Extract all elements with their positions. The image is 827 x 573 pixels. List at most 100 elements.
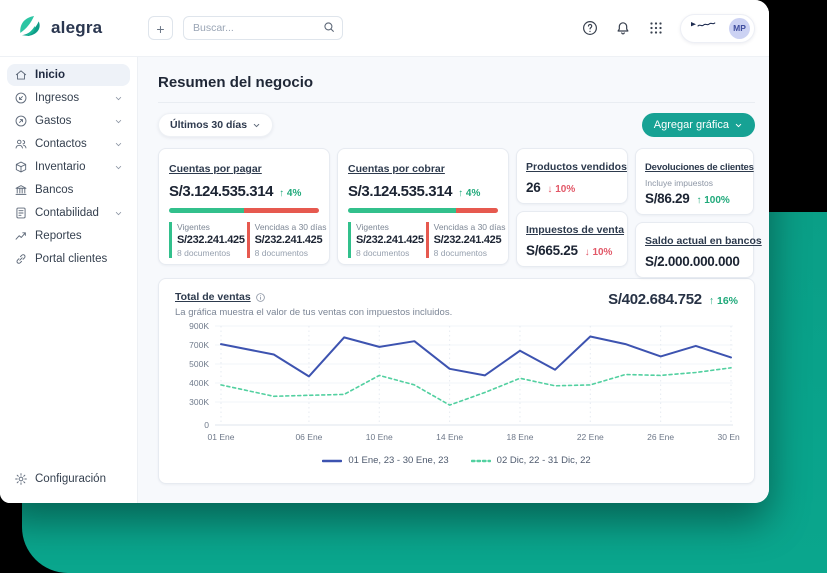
app-window: alegra +: [0, 0, 769, 503]
user-avatar[interactable]: MP: [729, 17, 750, 39]
chart-subtitle: La gráfica muestra el valor de tus venta…: [175, 307, 453, 318]
sales-tax-delta: ↓ 10%: [584, 247, 613, 258]
divider: [158, 102, 755, 103]
bank-icon: [15, 185, 27, 195]
legend-swatch-icon: [470, 459, 491, 462]
sidebar-item-bancos[interactable]: Bancos: [7, 179, 130, 201]
topbar-actions: MP: [581, 13, 769, 43]
svg-text:01 Ene: 01 Ene: [208, 432, 235, 442]
date-range-filter[interactable]: Últimos 30 días: [158, 113, 274, 137]
sidebar-footer: Configuración: [0, 467, 137, 491]
sidebar-item-label: Configuración: [35, 473, 106, 485]
sidebar-item-ingresos[interactable]: Ingresos: [7, 87, 130, 109]
page-title: Resumen del negocio: [158, 74, 314, 91]
reports-icon: [15, 232, 26, 240]
chevron-down-icon: [253, 123, 260, 127]
account-menu[interactable]: MP: [680, 13, 755, 43]
chevron-down-icon: [735, 123, 742, 127]
sidebar-item-portal-clientes[interactable]: Portal clientes: [7, 248, 130, 270]
legend-swatch-icon: [322, 459, 343, 462]
chevron-down-icon: [115, 142, 122, 146]
legend-item[interactable]: 01 Ene, 23 - 30 Ene, 23: [322, 455, 449, 466]
sidebar-item-label: Contactos: [35, 138, 87, 150]
sidebar-item-label: Portal clientes: [35, 253, 108, 265]
sales-tax-link[interactable]: Impuestos de venta: [526, 224, 625, 236]
search-input[interactable]: [183, 16, 343, 40]
chevron-down-icon: [115, 96, 122, 100]
svg-text:06 Ene: 06 Ene: [295, 432, 322, 442]
svg-text:500K: 500K: [189, 359, 209, 369]
products-sold-delta: ↓ 10%: [547, 184, 576, 195]
chevron-down-icon: [115, 211, 122, 215]
inventory-icon: [15, 161, 27, 173]
total-sales-link[interactable]: Total de ventas: [175, 291, 251, 303]
sidebar-item-gastos[interactable]: Gastos: [7, 110, 130, 132]
svg-text:10 Ene: 10 Ene: [366, 432, 393, 442]
chart-legend: 01 Ene, 23 - 30 Ene, 23 02 Dic, 22 - 31 D…: [175, 455, 738, 466]
apps-grid-icon[interactable]: [647, 19, 665, 37]
products-sold-value: 26: [526, 180, 541, 195]
legend-item[interactable]: 02 Dic, 22 - 31 Dic, 22: [470, 455, 591, 466]
col-sub: 8 documentos: [254, 248, 309, 258]
sales-tax-card: Impuestos de venta S/665.25 ↓ 10%: [516, 211, 628, 267]
sidebar-item-contactos[interactable]: Contactos: [7, 133, 130, 155]
sidebar-item-inicio[interactable]: Inicio: [7, 64, 130, 86]
svg-text:300K: 300K: [189, 397, 209, 407]
gear-icon: [15, 473, 27, 485]
sidebar-item-contabilidad[interactable]: Contabilidad: [7, 202, 130, 224]
small-cards-column-1: Productos vendidos 26 ↓ 10% Impuestos de…: [516, 148, 628, 267]
search-box[interactable]: [183, 16, 343, 40]
partner-logo: [689, 19, 723, 37]
bank-balance-link[interactable]: Saldo actual en bancos: [645, 235, 762, 247]
sidebar-item-label: Gastos: [35, 115, 72, 127]
payable-delta: ↑ 4%: [279, 188, 302, 199]
sidebar-item-label: Inicio: [35, 69, 66, 81]
total-sales-amount: S/402.684.752: [608, 291, 702, 308]
small-cards-column-2: Devoluciones de clientes Incluye impuest…: [635, 148, 762, 278]
accounts-receivable-card: Cuentas por cobrar S/3.124.535.314 ↑ 4% …: [337, 148, 509, 265]
sales-tax-value: S/665.25: [526, 243, 578, 258]
notifications-bell-icon[interactable]: [614, 19, 632, 37]
sidebar-item-label: Reportes: [35, 230, 82, 242]
progress-current-segment: [169, 208, 244, 213]
alegra-logo[interactable]: alegra: [0, 14, 148, 43]
col-value: S/232.241.425: [433, 234, 502, 246]
col-label: Vigentes: [356, 222, 389, 232]
svg-text:0: 0: [204, 420, 209, 430]
products-sold-card: Productos vendidos 26 ↓ 10%: [516, 148, 628, 204]
progress-overdue-segment: [244, 208, 319, 213]
receivable-delta: ↑ 4%: [458, 188, 481, 199]
alegra-logo-text: alegra: [51, 18, 103, 37]
legend-label: 02 Dic, 22 - 31 Dic, 22: [496, 455, 591, 466]
alegra-logo-icon: [18, 14, 44, 43]
accounts-receivable-link[interactable]: Cuentas por cobrar: [348, 163, 445, 175]
products-sold-link[interactable]: Productos vendidos: [526, 161, 627, 173]
bank-balance-value: S/2.000.000.000: [645, 254, 740, 269]
main-content: Resumen del negocio Últimos 30 días Agre…: [138, 57, 769, 503]
info-icon[interactable]: [255, 292, 266, 303]
bank-balance-card: Saldo actual en bancos S/2.000.000.000: [635, 222, 762, 278]
total-sales-chart-card: Total de ventas La gráfica muestra el va…: [158, 278, 755, 484]
chevron-down-icon: [115, 119, 122, 123]
add-chart-button[interactable]: Agregar gráfica: [641, 113, 755, 137]
topbar: alegra +: [0, 0, 769, 57]
progress-overdue-segment: [456, 208, 498, 213]
sidebar-item-reportes[interactable]: Reportes: [7, 225, 130, 247]
receivable-progress-bar: [348, 208, 498, 213]
portal-icon: [16, 254, 26, 264]
customer-returns-link[interactable]: Devoluciones de clientes: [645, 162, 754, 173]
sidebar-item-inventario[interactable]: Inventario: [7, 156, 130, 178]
controls-row: Últimos 30 días Agregar gráfica: [158, 113, 755, 137]
returns-delta: ↑ 100%: [696, 195, 730, 206]
contacts-icon: [15, 139, 27, 149]
sidebar-item-configuracion[interactable]: Configuración: [7, 468, 130, 490]
add-chart-label: Agregar gráfica: [653, 119, 729, 131]
svg-text:30 Ene: 30 Ene: [718, 432, 740, 442]
accounts-payable-link[interactable]: Cuentas por pagar: [169, 163, 262, 175]
receivable-current-col: Vigentes S/232.241.425 8 documentos: [348, 222, 424, 258]
progress-current-segment: [348, 208, 456, 213]
help-icon[interactable]: [581, 19, 599, 37]
sidebar: Inicio Ingresos Gastos Contactos Inventario B…: [0, 57, 138, 503]
create-new-button[interactable]: +: [148, 16, 173, 40]
customer-returns-card: Devoluciones de clientes Incluye impuest…: [635, 148, 754, 215]
